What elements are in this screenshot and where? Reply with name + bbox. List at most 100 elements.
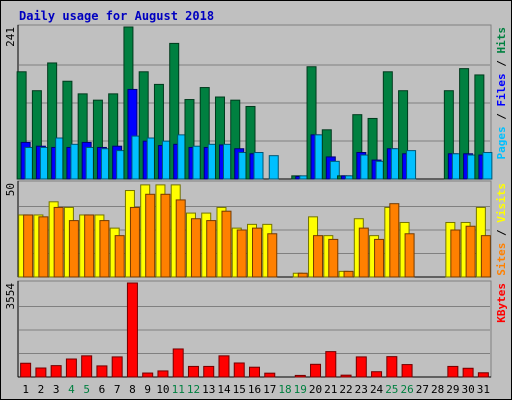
x-tick-label-17: 17	[263, 383, 276, 396]
bar-sites-day-5	[84, 214, 95, 278]
bar-kbytes-day-14	[218, 355, 230, 378]
bar-sites-day-22	[343, 270, 354, 278]
bar-kbytes-day-15	[233, 362, 245, 378]
bar-sites-day-20	[313, 235, 324, 278]
bar-sites-day-30	[465, 225, 476, 278]
bar-sites-day-24	[374, 238, 385, 278]
x-tick-label-2: 2	[38, 383, 45, 396]
bar-sites-day-2	[38, 216, 49, 278]
x-tick-label-19: 19	[294, 383, 307, 396]
x-tick-label-27: 27	[416, 383, 429, 396]
bar-kbytes-day-31	[477, 372, 489, 378]
x-tick-label-4: 4	[68, 383, 75, 396]
x-tick-label-10: 10	[156, 383, 169, 396]
x-tick-label-31: 31	[477, 383, 490, 396]
x-tick-label-25: 25	[385, 383, 398, 396]
x-tick-label-18: 18	[278, 383, 291, 396]
bar-kbytes-day-22	[340, 374, 352, 378]
panel-kbytes	[17, 280, 492, 378]
bar-kbytes-day-13	[203, 365, 215, 378]
legend-entry: Visits	[495, 183, 508, 223]
bar-kbytes-day-29	[447, 365, 459, 378]
bar-kbytes-day-8	[126, 282, 138, 378]
legend-entry: Sites	[495, 243, 508, 276]
bar-sites-day-15	[236, 229, 247, 278]
x-tick-label-21: 21	[324, 383, 337, 396]
bar-sites-day-3	[53, 206, 64, 278]
x-tick-label-1: 1	[22, 383, 29, 396]
legend-entry: Pages	[495, 126, 508, 159]
bar-kbytes-day-6	[96, 365, 108, 378]
bar-sites-day-12	[190, 218, 201, 278]
bar-kbytes-day-1	[20, 362, 32, 378]
x-tick-label-7: 7	[114, 383, 121, 396]
x-tick-label-28: 28	[431, 383, 444, 396]
bar-sites-day-17	[267, 233, 278, 278]
x-tick-label-16: 16	[248, 383, 261, 396]
bar-kbytes-day-9	[142, 372, 154, 378]
x-tick-label-26: 26	[400, 383, 413, 396]
x-tick-label-8: 8	[129, 383, 136, 396]
bar-sites-day-7	[114, 235, 125, 278]
x-tick-label-12: 12	[187, 383, 200, 396]
bar-kbytes-day-2	[35, 367, 47, 378]
bar-sites-day-14	[221, 210, 232, 278]
legend-entry: /	[495, 54, 508, 74]
bar-kbytes-day-12	[187, 365, 199, 378]
bar-sites-day-4	[68, 220, 79, 278]
legend-visits-sites: Sites / Visits	[495, 183, 508, 276]
bar-sites-day-16	[252, 227, 262, 278]
bar-kbytes-day-20	[310, 363, 322, 378]
bar-sites-day-6	[99, 220, 110, 278]
bar-sites-day-10	[160, 193, 171, 278]
x-tick-label-22: 22	[339, 383, 352, 396]
bar-sites-day-8	[129, 206, 140, 278]
x-tick-label-20: 20	[309, 383, 322, 396]
legend-entry: Hits	[495, 27, 508, 54]
bar-pages-day-17	[268, 155, 279, 180]
bar-sites-day-1	[23, 214, 34, 278]
y-max-label: 50	[4, 183, 17, 196]
bar-kbytes-day-26	[401, 364, 413, 378]
bar-kbytes-day-7	[111, 356, 123, 378]
x-tick-label-30: 30	[461, 383, 474, 396]
x-tick-label-29: 29	[446, 383, 459, 396]
x-tick-label-24: 24	[370, 383, 384, 396]
x-tick-label-14: 14	[217, 383, 231, 396]
x-tick-label-15: 15	[233, 383, 246, 396]
bar-kbytes-day-21	[325, 351, 337, 378]
bar-kbytes-day-17	[264, 372, 276, 378]
y-max-label: 3554	[4, 283, 17, 310]
x-tick-label-5: 5	[83, 383, 90, 396]
bar-kbytes-day-23	[355, 356, 367, 378]
bar-kbytes-day-30	[462, 367, 474, 378]
bar-pages-day-31	[482, 152, 493, 180]
bar-sites-day-11	[175, 199, 186, 278]
bar-kbytes-day-25	[386, 356, 398, 378]
bar-sites-day-13	[206, 220, 217, 278]
bar-sites-day-9	[145, 193, 156, 278]
bar-sites-day-21	[328, 238, 339, 278]
legend-kbytes: KBytes	[495, 283, 508, 323]
bar-kbytes-day-10	[157, 370, 169, 378]
x-tick-label-3: 3	[53, 383, 60, 396]
legend-entry: /	[495, 107, 508, 127]
bar-sites-day-25	[389, 203, 400, 278]
x-tick-label-6: 6	[99, 383, 106, 396]
legend-entry: KBytes	[495, 283, 508, 323]
chart-title: Daily usage for August 2018	[19, 9, 214, 23]
legend-entry: Files	[495, 73, 508, 106]
bar-pages-day-21	[329, 160, 340, 180]
bar-kbytes-day-19	[294, 374, 306, 378]
legend-hits-files-pages: Pages / Files / Hits	[495, 27, 508, 160]
bar-sites-day-26	[404, 233, 415, 278]
bar-sites-day-19	[297, 272, 308, 278]
bar-kbytes-day-11	[172, 348, 184, 378]
bar-kbytes-day-24	[371, 371, 383, 378]
x-tick-label-9: 9	[144, 383, 151, 396]
legend-entry: /	[495, 223, 508, 243]
bar-kbytes-day-16	[249, 366, 260, 378]
bar-kbytes-day-4	[65, 358, 77, 378]
